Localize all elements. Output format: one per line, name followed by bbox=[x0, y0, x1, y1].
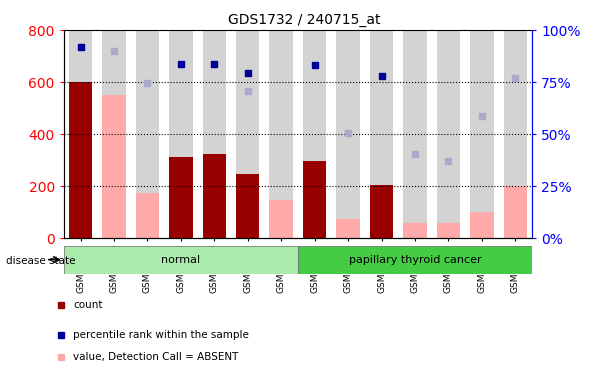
Text: papillary thyroid cancer: papillary thyroid cancer bbox=[348, 255, 482, 265]
Bar bbox=[437, 30, 460, 238]
Text: percentile rank within the sample: percentile rank within the sample bbox=[73, 330, 249, 339]
Bar bbox=[336, 219, 360, 238]
Text: value, Detection Call = ABSENT: value, Detection Call = ABSENT bbox=[73, 352, 238, 362]
Bar bbox=[169, 30, 193, 238]
Bar bbox=[370, 30, 393, 238]
Bar bbox=[136, 30, 159, 238]
Bar bbox=[269, 200, 293, 238]
Bar bbox=[370, 185, 393, 238]
Bar bbox=[298, 246, 532, 274]
Text: GDS1732 / 240715_at: GDS1732 / 240715_at bbox=[228, 13, 380, 27]
Bar bbox=[403, 30, 427, 238]
Bar bbox=[202, 154, 226, 238]
Bar bbox=[470, 30, 494, 238]
Bar bbox=[102, 95, 126, 238]
Bar bbox=[503, 30, 527, 238]
Bar bbox=[269, 30, 293, 238]
Bar bbox=[403, 222, 427, 238]
Bar bbox=[336, 30, 360, 238]
Text: normal: normal bbox=[161, 255, 201, 265]
Bar bbox=[202, 30, 226, 238]
Bar bbox=[303, 30, 326, 238]
Bar bbox=[102, 30, 126, 238]
Text: count: count bbox=[73, 300, 103, 310]
Bar bbox=[470, 212, 494, 238]
Bar bbox=[69, 82, 92, 238]
Bar bbox=[437, 222, 460, 238]
Bar bbox=[169, 158, 193, 238]
Bar bbox=[236, 174, 260, 238]
Bar bbox=[136, 193, 159, 238]
Bar bbox=[503, 186, 527, 238]
Bar bbox=[303, 161, 326, 238]
Bar bbox=[69, 30, 92, 238]
Bar bbox=[236, 30, 260, 238]
Text: disease state: disease state bbox=[6, 256, 75, 266]
Bar bbox=[64, 246, 298, 274]
